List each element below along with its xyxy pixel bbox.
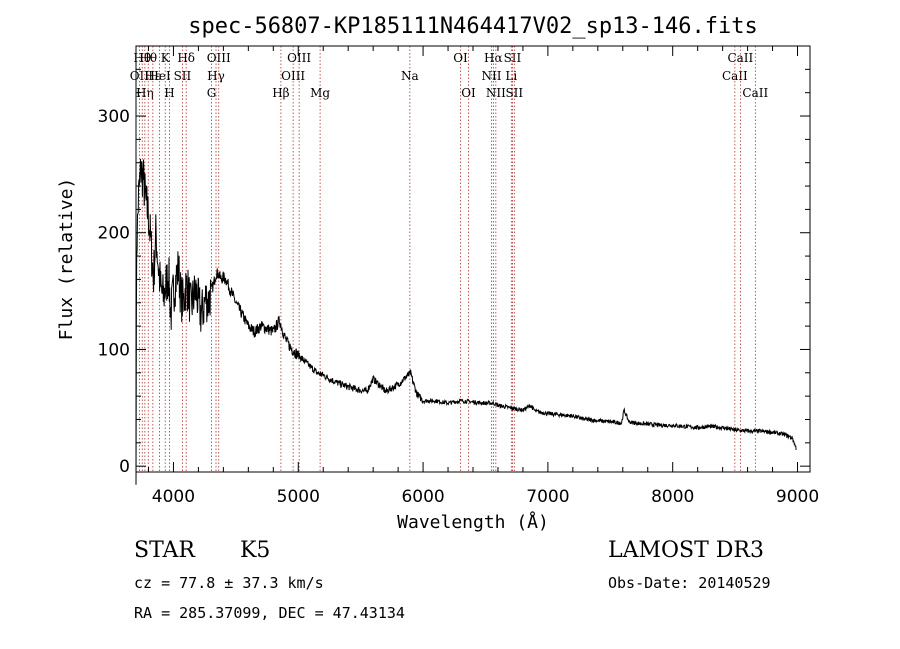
- redshift-velocity: cz = 77.8 ± 37.3 km/s: [134, 574, 324, 592]
- spectral-line-label: CaII: [742, 86, 768, 100]
- x-tick-label: 6000: [401, 487, 444, 507]
- spectral-line-label: SII: [174, 69, 192, 83]
- spectral-line-label: OI: [453, 51, 468, 65]
- spectral-line-label: OII: [130, 69, 150, 83]
- spectral-line-label: NII: [486, 86, 506, 100]
- y-tick-label: 300: [98, 107, 130, 127]
- spectral-line-label: OIII: [287, 51, 311, 65]
- spectral-line-label: OI: [461, 86, 476, 100]
- subclass: K5: [240, 538, 271, 563]
- spectral-line-label: Hθ: [133, 51, 151, 65]
- obs-date: Obs-Date: 20140529: [608, 574, 771, 592]
- chart-title: spec-56807-KP185111N464417V02_sp13-146.f…: [188, 14, 758, 39]
- x-tick-label: 4000: [152, 487, 195, 507]
- survey-name: LAMOST DR3: [608, 538, 764, 563]
- spectral-line-label: Hε: [145, 69, 162, 83]
- y-tick-label: 0: [119, 457, 130, 477]
- x-axis-title: Wavelength (Å): [397, 511, 549, 533]
- spectral-line-label: SII: [504, 51, 522, 65]
- y-axis-title: Flux (relative): [56, 178, 77, 341]
- spectral-line-label: OIII: [281, 69, 305, 83]
- spectral-line-label: G: [207, 86, 217, 100]
- spectral-line-label: OIII: [207, 51, 231, 65]
- spectral-line-label: Hα: [484, 51, 503, 65]
- coordinates: RA = 285.37099, DEC = 47.43134: [134, 604, 405, 622]
- y-tick-label: 200: [98, 224, 130, 244]
- spectral-line-label: Mg: [310, 86, 330, 100]
- spectrum-line: [135, 158, 797, 485]
- spectral-line-label: H: [164, 86, 174, 100]
- plot-frame: [135, 45, 811, 473]
- x-tick-label: 9000: [776, 487, 819, 507]
- x-tick-label: 5000: [277, 487, 320, 507]
- spectral-line-label: CaII: [727, 51, 753, 65]
- spectral-line-label: HeI: [148, 69, 171, 83]
- spectral-line-label: Hη: [136, 86, 154, 100]
- x-tick-label: 7000: [526, 487, 569, 507]
- spectral-line-label: Hθ: [139, 51, 157, 65]
- x-tick-label: 8000: [651, 487, 694, 507]
- spectral-line-label: Li: [505, 69, 517, 83]
- spectral-line-label: CaII: [722, 69, 748, 83]
- spectral-line-label: K: [161, 51, 171, 65]
- object-class: STAR: [134, 538, 195, 563]
- spectral-line-label: Hγ: [207, 69, 225, 83]
- y-tick-label: 100: [98, 340, 130, 360]
- spectral-line-label: Na: [401, 69, 419, 83]
- spectral-line-label: SII: [505, 86, 523, 100]
- spectral-line-label: Hδ: [177, 51, 195, 65]
- spectral-line-label: NII: [481, 69, 501, 83]
- spectral-line-label: Hβ: [272, 86, 289, 100]
